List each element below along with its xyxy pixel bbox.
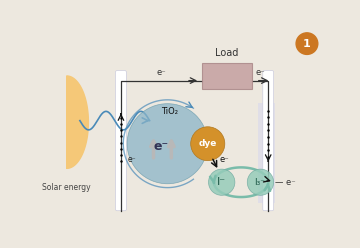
Circle shape [208,169,235,195]
Circle shape [247,169,274,195]
Text: TiO₂: TiO₂ [161,107,178,116]
Text: e⁻: e⁻ [127,155,136,164]
Text: e⁻: e⁻ [219,155,229,164]
Text: e⁻: e⁻ [154,140,169,153]
Circle shape [191,127,225,161]
FancyBboxPatch shape [258,103,275,203]
Text: e⁻: e⁻ [157,68,166,77]
Circle shape [296,33,318,54]
FancyBboxPatch shape [202,63,252,89]
Text: dye: dye [199,139,217,148]
Circle shape [127,104,208,184]
Polygon shape [67,76,89,168]
FancyBboxPatch shape [263,71,274,211]
Text: 1: 1 [303,39,311,49]
FancyBboxPatch shape [116,71,126,211]
Text: e⁻: e⁻ [255,68,265,77]
Text: Solar energy: Solar energy [42,183,91,192]
Text: Load: Load [215,48,238,58]
Text: — e⁻: — e⁻ [275,178,296,187]
Text: I₃⁻: I₃⁻ [254,178,265,187]
Text: I⁻: I⁻ [217,177,226,187]
